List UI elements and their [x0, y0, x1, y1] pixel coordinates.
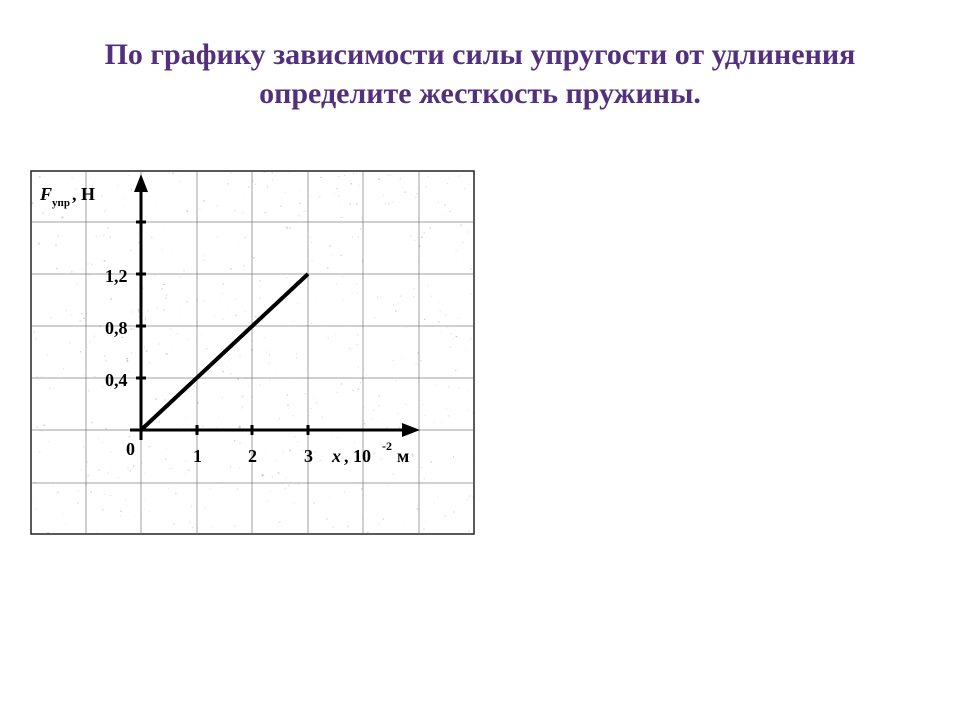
noise: [32, 170, 475, 535]
x-tick-1: 1: [193, 446, 202, 466]
svg-text:x: x: [331, 446, 341, 466]
x-axis-label: x , 10 -2 м: [331, 439, 409, 466]
x-tick-3: 3: [304, 446, 313, 466]
y-tick-0p8: 0,8: [105, 318, 128, 338]
svg-text:упр: упр: [52, 197, 70, 209]
origin-label: 0: [126, 439, 135, 459]
x-tick-labels: 1 2 3: [193, 446, 313, 466]
svg-text:, 10: , 10: [344, 446, 371, 466]
chart-svg: 1,2 0,8 0,4 1 2 3 0 F упр , Н x , 10 -2 …: [30, 170, 475, 535]
y-tick-1p2: 1,2: [105, 266, 128, 286]
svg-text:-2: -2: [382, 439, 392, 453]
problem-title: По графику зависимости силы упругости от…: [50, 35, 910, 113]
y-axis-label: F упр , Н: [39, 184, 95, 209]
y-tick-labels: 1,2 0,8 0,4: [105, 266, 128, 390]
x-axis-arrow: [402, 423, 420, 437]
y-axis-arrow: [134, 174, 148, 192]
svg-text:, Н: , Н: [72, 184, 95, 204]
svg-text:F: F: [39, 184, 52, 204]
svg-text:м: м: [397, 446, 409, 466]
force-extension-chart: 1,2 0,8 0,4 1 2 3 0 F упр , Н x , 10 -2 …: [30, 170, 475, 535]
grid: [31, 171, 474, 534]
x-tick-2: 2: [248, 446, 257, 466]
y-tick-0p4: 0,4: [105, 370, 128, 390]
